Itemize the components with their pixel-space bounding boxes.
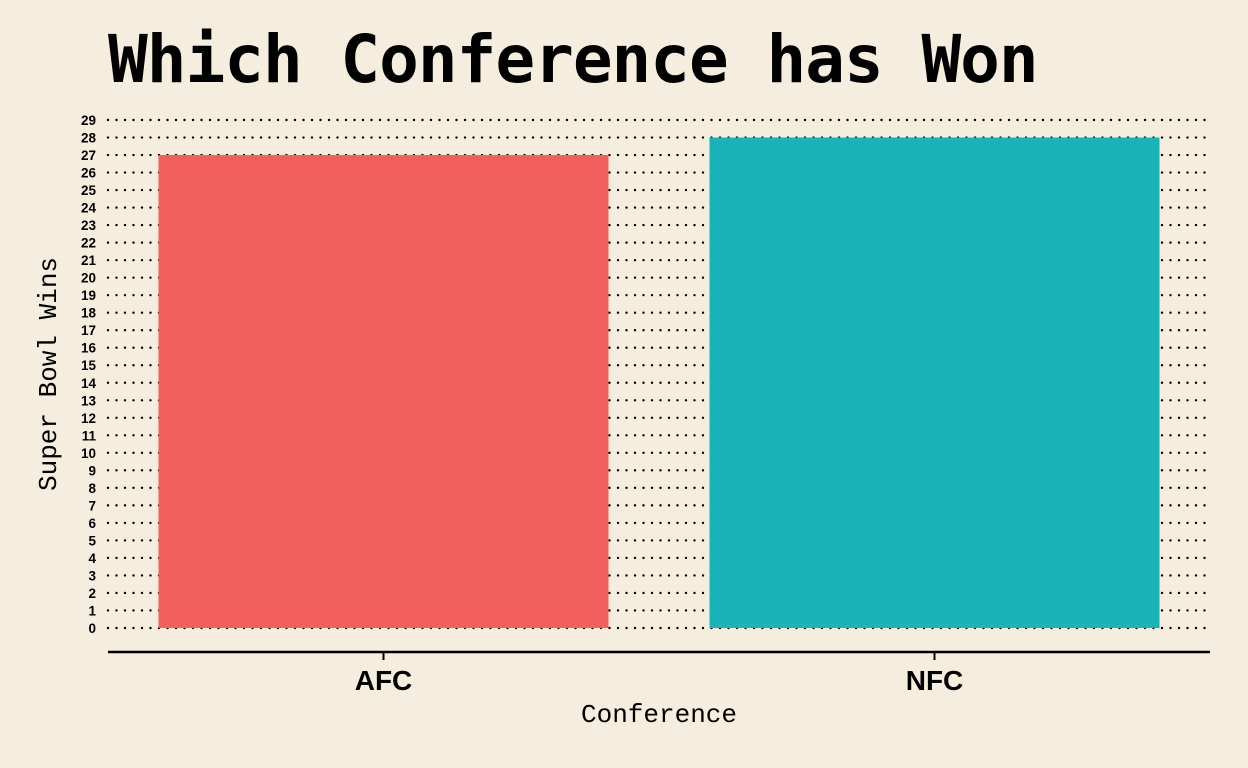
y-axis-title: Super Bowl Wins: [34, 257, 64, 491]
x-tick-label: AFC: [355, 665, 413, 696]
y-tick-label: 13: [81, 393, 97, 408]
y-tick-label: 0: [88, 621, 96, 636]
bar-layer: [158, 137, 1160, 628]
y-tick-label: 14: [81, 376, 97, 391]
y-tick-label: 12: [81, 411, 96, 426]
y-tick-label: 16: [81, 341, 97, 356]
chart-title: Which Conference has Won: [108, 21, 1039, 98]
y-tick-label: 5: [88, 533, 96, 548]
y-tick-label: 8: [88, 481, 96, 496]
y-tick-label: 24: [81, 201, 97, 216]
y-tick-label: 25: [81, 183, 97, 198]
bar-nfc: [709, 137, 1160, 628]
y-tick-label: 17: [81, 323, 96, 338]
x-tick-layer: AFC NFC: [355, 652, 964, 696]
y-tick-label: 27: [81, 148, 96, 163]
y-tick-label: 21: [81, 253, 97, 268]
y-tick-label: 28: [81, 131, 97, 146]
y-tick-label: 18: [81, 306, 97, 321]
y-tick-label: 20: [81, 271, 96, 286]
bar-afc: [158, 155, 609, 628]
y-tick-layer: 0123456789101112131415161718192021222324…: [81, 113, 97, 636]
x-tick-label: NFC: [906, 665, 964, 696]
y-tick-label: 1: [88, 603, 96, 618]
y-tick-label: 11: [82, 428, 97, 443]
y-tick-label: 4: [88, 551, 96, 566]
y-tick-label: 10: [81, 446, 96, 461]
y-tick-label: 2: [88, 586, 96, 601]
y-tick-label: 9: [88, 463, 96, 478]
y-tick-label: 7: [88, 498, 96, 513]
y-tick-label: 3: [88, 568, 96, 583]
y-tick-label: 19: [81, 288, 96, 303]
y-tick-label: 6: [88, 516, 96, 531]
y-tick-label: 29: [81, 113, 96, 128]
y-tick-label: 15: [81, 358, 97, 373]
x-axis-title: Conference: [581, 700, 737, 730]
y-tick-label: 22: [81, 236, 96, 251]
y-tick-label: 26: [81, 166, 97, 181]
y-tick-label: 23: [81, 218, 97, 233]
